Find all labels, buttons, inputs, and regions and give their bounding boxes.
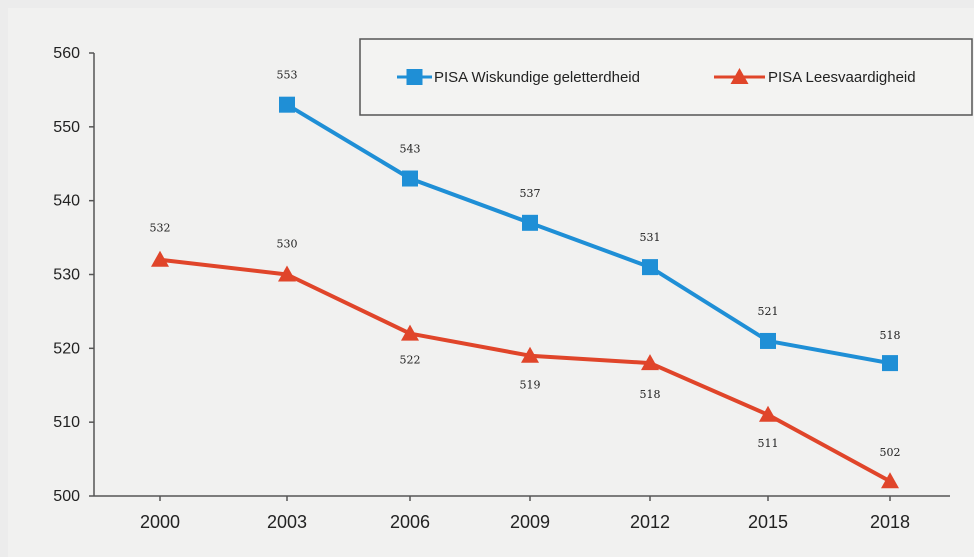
data-point	[521, 346, 539, 363]
data-label: 553	[277, 69, 298, 82]
data-point	[402, 170, 418, 187]
data-label: 537	[520, 187, 541, 200]
y-tick-label: 530	[53, 267, 80, 284]
x-tick-label: 2000	[140, 512, 180, 532]
series-1: 532 530 522 519 518 511 502	[150, 222, 901, 489]
data-label: 543	[400, 143, 421, 156]
data-point	[641, 354, 659, 371]
data-label: 502	[880, 446, 901, 459]
legend-box	[359, 38, 973, 116]
y-tick-label: 520	[53, 340, 80, 357]
y-tick-label: 550	[53, 119, 80, 136]
data-point	[278, 265, 296, 282]
series-line	[285, 102, 891, 366]
data-label: 521	[758, 305, 779, 318]
legend-marker	[406, 69, 423, 85]
x-tick-label: 2018	[870, 512, 910, 532]
y-tick-label: 560	[53, 45, 80, 62]
y-tick-label: 500	[53, 488, 80, 505]
y-tick-label: 510	[53, 414, 80, 431]
series-0: 553 543 537 531 521 518	[277, 69, 901, 372]
axes: 500 510 520 530 540 550 560 2000 2003 2006 2009 201…	[53, 45, 950, 532]
data-point	[759, 405, 777, 422]
data-label: 518	[880, 329, 901, 342]
legend-marker	[730, 68, 749, 84]
data-label: 530	[277, 238, 298, 251]
data-label: 531	[640, 231, 661, 244]
data-point	[522, 214, 538, 231]
data-label: 532	[150, 222, 171, 235]
data-point	[881, 472, 899, 489]
x-tick-label: 2009	[510, 512, 550, 532]
series-line	[159, 257, 891, 483]
x-tick-label: 2006	[390, 512, 430, 532]
data-point	[760, 332, 776, 349]
data-point	[401, 324, 419, 341]
data-label: 522	[400, 354, 421, 367]
data-point	[882, 355, 898, 372]
data-label: 518	[640, 388, 661, 401]
legend: PISA Wiskundige geletterdheid PISA Leesva…	[359, 38, 973, 116]
data-point	[151, 250, 169, 267]
x-tick-label: 2015	[748, 512, 788, 532]
x-tick-label: 2003	[267, 512, 307, 532]
data-point	[642, 259, 658, 276]
legend-label: PISA Wiskundige geletterdheid	[434, 69, 640, 86]
y-tick-label: 540	[53, 193, 80, 210]
x-tick-label: 2012	[630, 512, 670, 532]
series-layer: 553 543 537 531 521 518 532 530 522 519 518 511 502	[150, 69, 901, 489]
data-label: 519	[520, 379, 541, 392]
data-label: 511	[758, 437, 779, 450]
legend-label: PISA Leesvaardigheid	[768, 69, 916, 86]
data-point	[279, 96, 295, 113]
